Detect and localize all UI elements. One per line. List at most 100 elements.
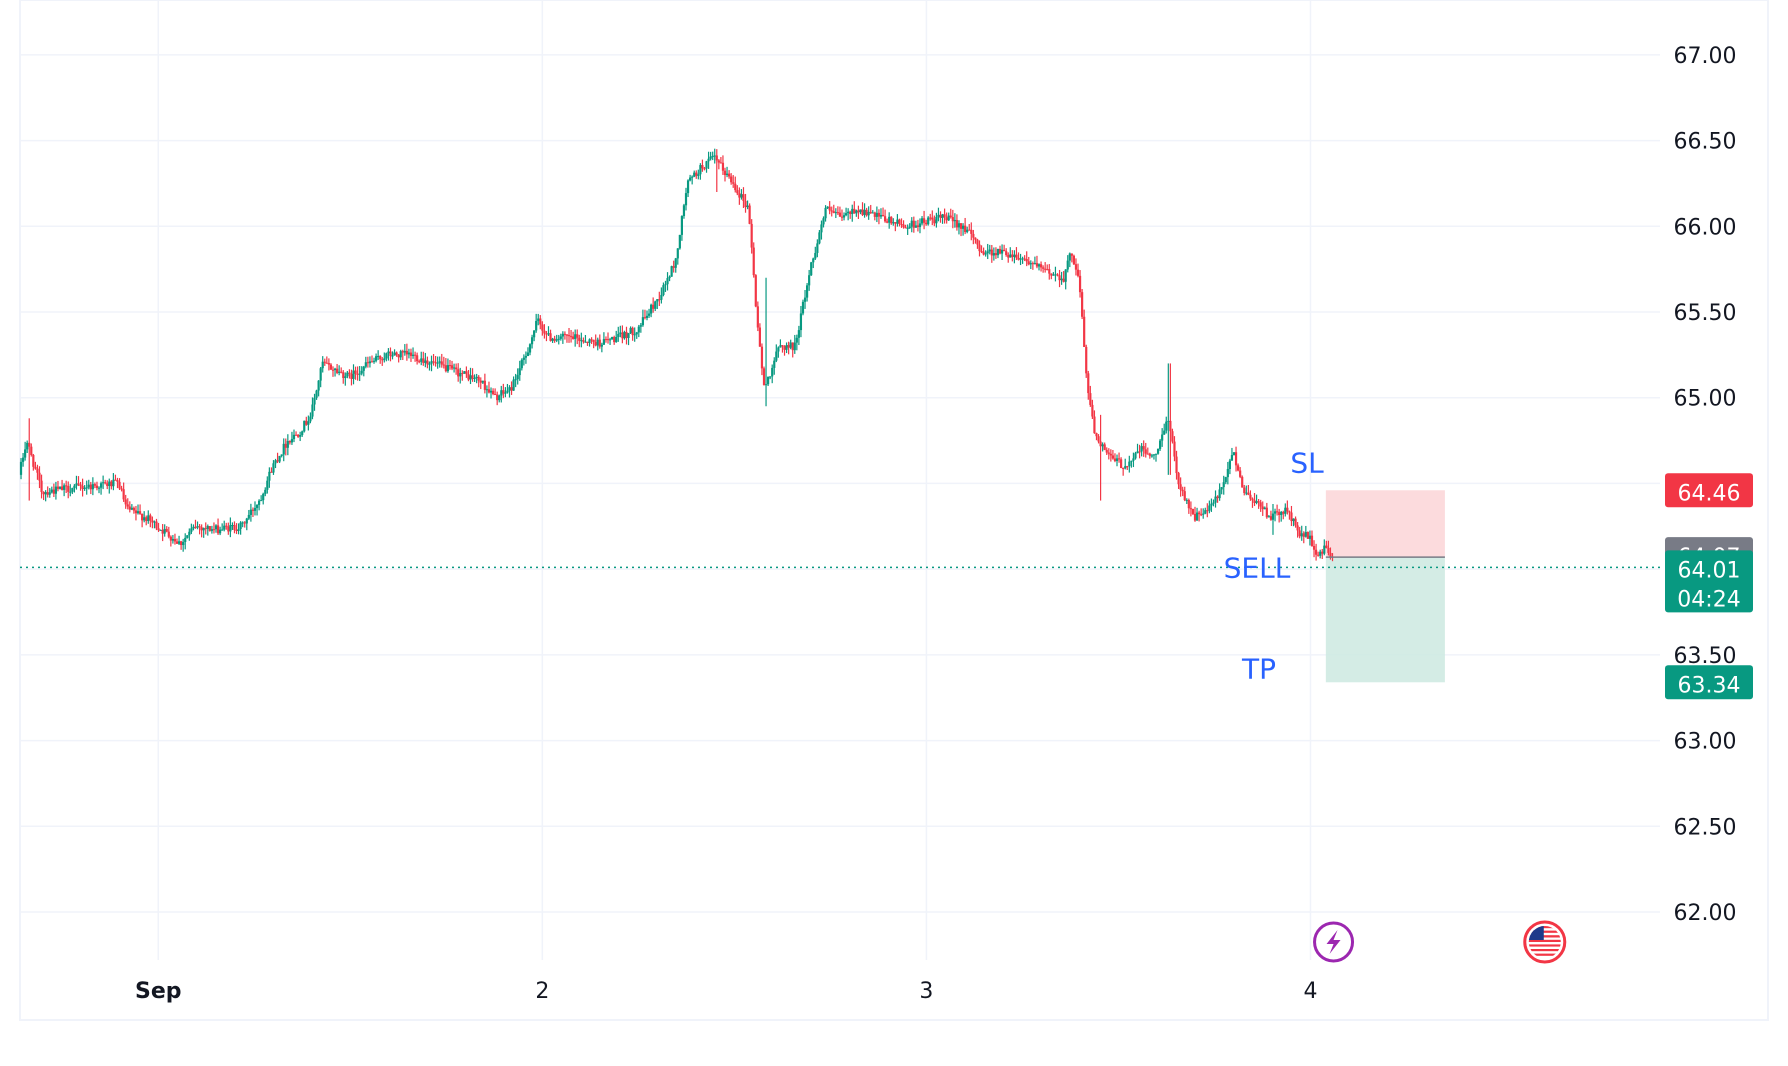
take-profit-badge: 63.34: [1665, 665, 1753, 700]
candle-body: [438, 361, 441, 363]
flag-stripe: [1528, 953, 1561, 956]
candle-body: [426, 360, 429, 365]
candle-body: [1298, 530, 1301, 537]
x-tick-label: Sep: [135, 979, 182, 1004]
candle-body: [1310, 535, 1314, 546]
candle-body: [1154, 453, 1158, 455]
candle-body: [865, 209, 868, 216]
candle-body: [781, 345, 784, 347]
candle-body: [857, 210, 860, 213]
plot-frame: [19, 0, 1769, 1021]
candle-body: [489, 390, 493, 393]
lightning-icon[interactable]: [1313, 921, 1355, 963]
candle-body: [1261, 506, 1264, 510]
candle-body: [440, 361, 443, 365]
candle-body: [584, 341, 587, 343]
candle-body: [214, 525, 218, 530]
candle-body: [1245, 492, 1248, 494]
candle-body: [372, 360, 376, 362]
candle-body: [496, 394, 499, 401]
candle-body: [730, 176, 733, 183]
candle-body: [992, 253, 995, 256]
stop-loss-badge: 64.46: [1665, 473, 1753, 508]
candle-body: [208, 526, 211, 531]
candle-body: [360, 370, 363, 374]
candle-body: [1210, 503, 1213, 506]
candle-body: [890, 216, 893, 224]
candle-body: [606, 339, 610, 341]
candle-body: [970, 229, 973, 234]
candle-body: [674, 258, 677, 268]
candle-body: [221, 529, 224, 531]
candle-body: [385, 353, 388, 359]
candle-body: [1294, 518, 1297, 526]
candle-body: [190, 528, 193, 532]
candle-body: [1208, 505, 1211, 511]
candle-body: [245, 518, 248, 524]
candle-body: [1132, 458, 1135, 461]
x-tick-label: 4: [1303, 979, 1317, 1004]
last-price-badge: 64.01 04:24: [1665, 550, 1753, 613]
candle-body: [255, 504, 259, 508]
candle-body: [849, 211, 852, 215]
candle-body: [738, 193, 741, 198]
price-lines: [20, 556, 1660, 569]
candle-body: [988, 249, 991, 252]
candle-body: [990, 249, 993, 256]
candle-body: [128, 506, 131, 510]
candle-body: [629, 327, 632, 334]
candle-body: [303, 420, 306, 432]
candle-body: [968, 229, 971, 231]
candle-body: [578, 337, 581, 341]
candle-body: [223, 525, 226, 530]
candle-body: [760, 346, 764, 369]
candle-body: [652, 304, 655, 309]
candle-body: [479, 380, 482, 383]
candle-body: [1220, 487, 1223, 490]
candle-body: [1185, 499, 1188, 501]
candle-body: [38, 472, 41, 481]
candle-body: [826, 206, 829, 208]
candle-body: [247, 514, 250, 519]
candle-body: [686, 180, 690, 194]
candle-body: [1113, 458, 1117, 462]
candle-body: [1222, 482, 1225, 488]
candle-body: [1111, 455, 1115, 459]
candle-body: [1286, 507, 1289, 512]
candle-body: [19, 461, 23, 475]
candle-body: [292, 434, 296, 440]
candle-body: [898, 219, 901, 225]
event-markers[interactable]: [1313, 920, 1567, 964]
candle-body: [290, 439, 294, 443]
candle-body: [1007, 254, 1010, 258]
candle-body: [873, 212, 876, 217]
candle-body: [126, 504, 129, 507]
candle-body: [184, 537, 187, 542]
candle-body: [24, 449, 27, 458]
candle-body: [1150, 455, 1153, 457]
candle-body: [280, 454, 283, 456]
candle-body: [779, 345, 782, 348]
candle-body: [1183, 491, 1186, 501]
candle-body: [867, 211, 870, 216]
candle-body: [136, 511, 140, 514]
candle-body: [114, 479, 117, 481]
candle-body: [1249, 494, 1252, 499]
candle-body: [840, 216, 844, 218]
candle-body: [506, 390, 509, 393]
candle-body: [48, 492, 51, 495]
candle-body: [104, 482, 107, 484]
candle-body: [294, 434, 298, 436]
candle-body: [844, 213, 848, 216]
candle-body: [1173, 441, 1176, 457]
candle-body: [1046, 269, 1049, 271]
candle-body: [715, 155, 718, 161]
candle-body: [732, 182, 735, 184]
candle-body: [1257, 501, 1260, 503]
candle-body: [163, 528, 166, 534]
us-flag-icon[interactable]: [1523, 920, 1567, 964]
candle-body: [717, 160, 720, 163]
candle-body: [286, 441, 289, 448]
candle-body: [709, 156, 712, 159]
